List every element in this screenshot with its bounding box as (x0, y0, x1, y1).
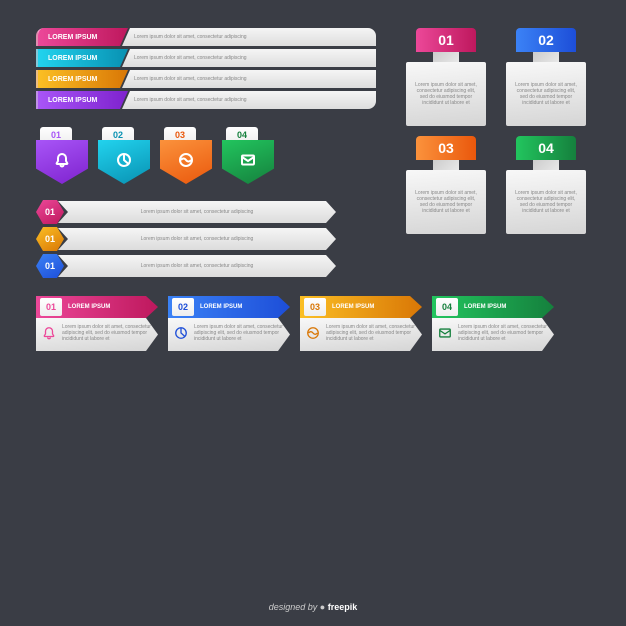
bell-icon (54, 152, 70, 173)
arrow-card: 04 LOREM IPSUM Lorem ipsum dolor sit ame… (432, 296, 554, 351)
column-number: 02 (516, 28, 576, 52)
bar-row: LOREM IPSUM Lorem ipsum dolor sit amet, … (36, 70, 376, 88)
bar-label: LOREM IPSUM (36, 28, 128, 46)
pie-icon (116, 152, 132, 173)
arrow-card-number: 03 (304, 298, 326, 316)
hex-number: 01 (36, 227, 64, 251)
mail-icon (240, 152, 256, 173)
column-card: 01 Lorem ipsum dolor sit amet, consectet… (402, 28, 490, 126)
column-number: 01 (416, 28, 476, 52)
arrow-card-text: Lorem ipsum dolor sit amet, consectetur … (62, 324, 152, 342)
bell-icon (42, 324, 56, 345)
arrow-card-title: LOREM IPSUM (332, 304, 374, 310)
arrow-card-body: Lorem ipsum dolor sit amet, consectetur … (300, 318, 422, 351)
column-body: Lorem ipsum dolor sit amet, consectetur … (406, 170, 486, 234)
arrow-card: 02 LOREM IPSUM Lorem ipsum dolor sit ame… (168, 296, 290, 351)
section-numbered-columns: 01 Lorem ipsum dolor sit amet, consectet… (402, 28, 590, 234)
hex-row-body: Lorem ipsum dolor sit amet, consectetur … (58, 255, 336, 277)
bar-row: LOREM IPSUM Lorem ipsum dolor sit amet, … (36, 91, 376, 109)
arrow-card-body: Lorem ipsum dolor sit amet, consectetur … (36, 318, 158, 351)
hex-row: 01 Lorem ipsum dolor sit amet, consectet… (36, 200, 336, 224)
hex-row-body: Lorem ipsum dolor sit amet, consectetur … (58, 201, 336, 223)
column-neck (533, 52, 559, 62)
wave-icon (306, 324, 320, 345)
column-body: Lorem ipsum dolor sit amet, consectetur … (506, 170, 586, 234)
arrow-card-header: 03 LOREM IPSUM (300, 296, 422, 318)
section-horizontal-bars: LOREM IPSUM Lorem ipsum dolor sit amet, … (36, 28, 376, 109)
arrow-card: 01 LOREM IPSUM Lorem ipsum dolor sit ame… (36, 296, 158, 351)
badge-pentagon (222, 140, 274, 184)
badge-item: 03 (160, 127, 212, 184)
bar-body: Lorem ipsum dolor sit amet, consectetur … (122, 28, 376, 46)
credit-brand: freepik (328, 602, 358, 612)
credit-line: designed by ● freepik (0, 602, 626, 612)
column-card: 02 Lorem ipsum dolor sit amet, consectet… (502, 28, 590, 126)
column-number: 03 (416, 136, 476, 160)
column-card: 03 Lorem ipsum dolor sit amet, consectet… (402, 136, 490, 234)
column-neck (433, 160, 459, 170)
hex-row: 01 Lorem ipsum dolor sit amet, consectet… (36, 254, 336, 278)
badge-pentagon (160, 140, 212, 184)
arrow-card-text: Lorem ipsum dolor sit amet, consectetur … (326, 324, 416, 342)
bar-row: LOREM IPSUM Lorem ipsum dolor sit amet, … (36, 49, 376, 67)
bar-row: LOREM IPSUM Lorem ipsum dolor sit amet, … (36, 28, 376, 46)
arrow-card-body: Lorem ipsum dolor sit amet, consectetur … (168, 318, 290, 351)
arrow-card-title: LOREM IPSUM (68, 304, 110, 310)
column-neck (533, 160, 559, 170)
badge-item: 02 (98, 127, 150, 184)
column-number: 04 (516, 136, 576, 160)
arrow-card-number: 04 (436, 298, 458, 316)
column-neck (433, 52, 459, 62)
hex-row: 01 Lorem ipsum dolor sit amet, consectet… (36, 227, 336, 251)
bar-body: Lorem ipsum dolor sit amet, consectetur … (122, 70, 376, 88)
arrow-card-header: 04 LOREM IPSUM (432, 296, 554, 318)
hex-number: 01 (36, 254, 64, 278)
column-card: 04 Lorem ipsum dolor sit amet, consectet… (502, 136, 590, 234)
wave-icon (178, 152, 194, 173)
arrow-card-text: Lorem ipsum dolor sit amet, consectetur … (458, 324, 548, 342)
arrow-card-number: 01 (40, 298, 62, 316)
mail-icon (438, 324, 452, 345)
badge-item: 01 (36, 127, 88, 184)
bar-body: Lorem ipsum dolor sit amet, consectetur … (122, 91, 376, 109)
badge-item: 04 (222, 127, 274, 184)
section-hexagon-rows: 01 Lorem ipsum dolor sit amet, consectet… (36, 200, 336, 278)
bar-label: LOREM IPSUM (36, 91, 128, 109)
arrow-card-title: LOREM IPSUM (200, 304, 242, 310)
arrow-card-number: 02 (172, 298, 194, 316)
column-body: Lorem ipsum dolor sit amet, consectetur … (506, 62, 586, 126)
arrow-card-text: Lorem ipsum dolor sit amet, consectetur … (194, 324, 284, 342)
bar-label: LOREM IPSUM (36, 49, 128, 67)
badge-pentagon (36, 140, 88, 184)
column-body: Lorem ipsum dolor sit amet, consectetur … (406, 62, 486, 126)
arrow-card-body: Lorem ipsum dolor sit amet, consectetur … (432, 318, 554, 351)
arrow-card-header: 02 LOREM IPSUM (168, 296, 290, 318)
pie-icon (174, 324, 188, 345)
arrow-card-header: 01 LOREM IPSUM (36, 296, 158, 318)
section-arrow-cards: 01 LOREM IPSUM Lorem ipsum dolor sit ame… (36, 296, 590, 351)
arrow-card-title: LOREM IPSUM (464, 304, 506, 310)
bar-label: LOREM IPSUM (36, 70, 128, 88)
hex-row-body: Lorem ipsum dolor sit amet, consectetur … (58, 228, 336, 250)
hex-number: 01 (36, 200, 64, 224)
badge-pentagon (98, 140, 150, 184)
credit-prefix: designed by (269, 602, 320, 612)
arrow-card: 03 LOREM IPSUM Lorem ipsum dolor sit ame… (300, 296, 422, 351)
bar-body: Lorem ipsum dolor sit amet, consectetur … (122, 49, 376, 67)
